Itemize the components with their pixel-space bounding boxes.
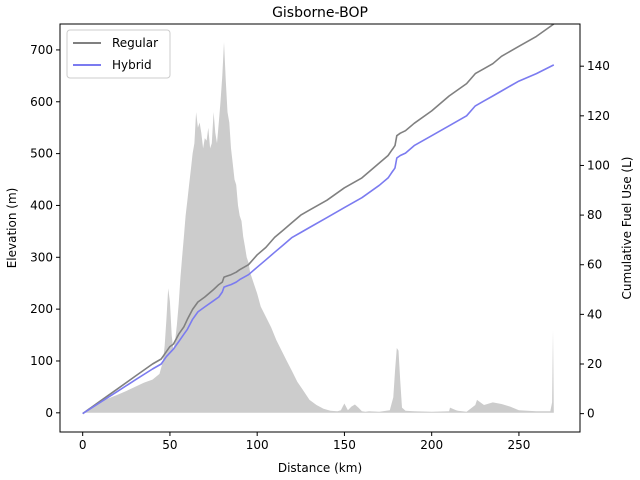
- y-axis-fuel: 0 20 40 60 80 100 120 140: [580, 59, 610, 421]
- plot-frame: [59, 23, 581, 433]
- x-axis-title: Distance (km): [278, 461, 362, 475]
- y2-tick-label: 140: [587, 59, 610, 73]
- y2-tick-label: 120: [587, 109, 610, 123]
- series-hybrid-line: [82, 64, 555, 415]
- y-axis-elevation: 0 100 200 300 400 500 600 700: [30, 43, 60, 420]
- plot-area: [82, 23, 555, 415]
- x-tick-label: 250: [507, 438, 530, 452]
- y2-tick-label: 80: [587, 208, 602, 222]
- x-tick-label: 150: [333, 438, 356, 452]
- chart-title: Gisborne-BOP: [272, 5, 368, 21]
- y-tick-label: 600: [30, 95, 53, 109]
- x-axis: 0 50 100 150 200 250: [79, 432, 530, 452]
- y2-tick-label: 100: [587, 158, 610, 172]
- y2-tick-label: 60: [587, 258, 602, 272]
- y-axis-title: Elevation (m): [5, 188, 19, 269]
- y-tick-label: 400: [30, 198, 53, 212]
- x-tick-label: 50: [162, 438, 177, 452]
- x-tick-label: 0: [79, 438, 87, 452]
- y2-tick-label: 20: [587, 357, 602, 371]
- y-tick-label: 100: [30, 354, 53, 368]
- y-tick-label: 500: [30, 147, 53, 161]
- y-tick-label: 700: [30, 43, 53, 57]
- y-tick-label: 300: [30, 250, 53, 264]
- elevation-area: [82, 42, 554, 413]
- legend-label-hybrid: Hybrid: [112, 58, 152, 72]
- legend: Regular Hybrid: [66, 29, 171, 79]
- x-tick-label: 200: [420, 438, 443, 452]
- y-tick-label: 200: [30, 302, 53, 316]
- y2-tick-label: 40: [587, 307, 602, 321]
- legend-label-regular: Regular: [112, 36, 158, 50]
- x-tick-label: 100: [246, 438, 269, 452]
- y2-tick-label: 0: [587, 407, 595, 421]
- y2-axis-title: Cumulative Fuel Use (L): [620, 157, 634, 300]
- y-tick-label: 0: [45, 406, 53, 420]
- series-regular-line: [82, 23, 555, 415]
